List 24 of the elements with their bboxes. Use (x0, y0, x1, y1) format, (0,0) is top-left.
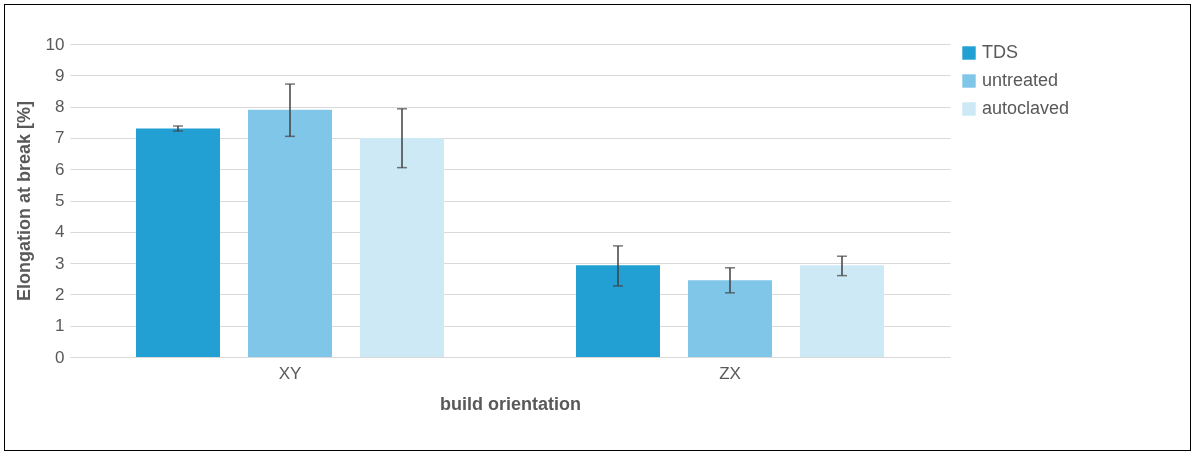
y-tick-label: 2 (55, 284, 65, 304)
y-tick-label: 5 (55, 191, 65, 210)
x-tick-label: ZX (719, 363, 741, 383)
y-axis-title: Elongation at break [%] (13, 100, 34, 302)
legend-label: untreated (982, 70, 1059, 90)
x-axis-title: build orientation (440, 393, 581, 414)
y-tick-label: 0 (55, 347, 65, 367)
y-tick-label: 7 (55, 128, 65, 148)
bar (688, 280, 772, 357)
bar (800, 265, 884, 357)
bar (360, 137, 444, 357)
y-tick-label: 10 (45, 34, 65, 54)
y-tick-label: 1 (55, 316, 65, 336)
legend-label: autoclaved (982, 98, 1070, 118)
y-tick-label: 6 (55, 159, 65, 179)
legend-label: TDS (982, 42, 1018, 62)
y-tick-label: 9 (55, 65, 65, 85)
y-tick-label: 3 (55, 253, 65, 273)
bar (136, 128, 220, 357)
x-tick-label: XY (278, 363, 302, 383)
y-tick-label: 4 (55, 222, 65, 242)
bar (248, 109, 332, 357)
y-tick-label: 8 (55, 97, 65, 117)
bar (576, 265, 660, 357)
